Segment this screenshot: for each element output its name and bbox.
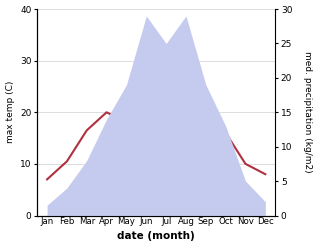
- Y-axis label: max temp (C): max temp (C): [5, 81, 15, 144]
- Y-axis label: med. precipitation (kg/m2): med. precipitation (kg/m2): [303, 51, 313, 173]
- X-axis label: date (month): date (month): [117, 231, 195, 242]
